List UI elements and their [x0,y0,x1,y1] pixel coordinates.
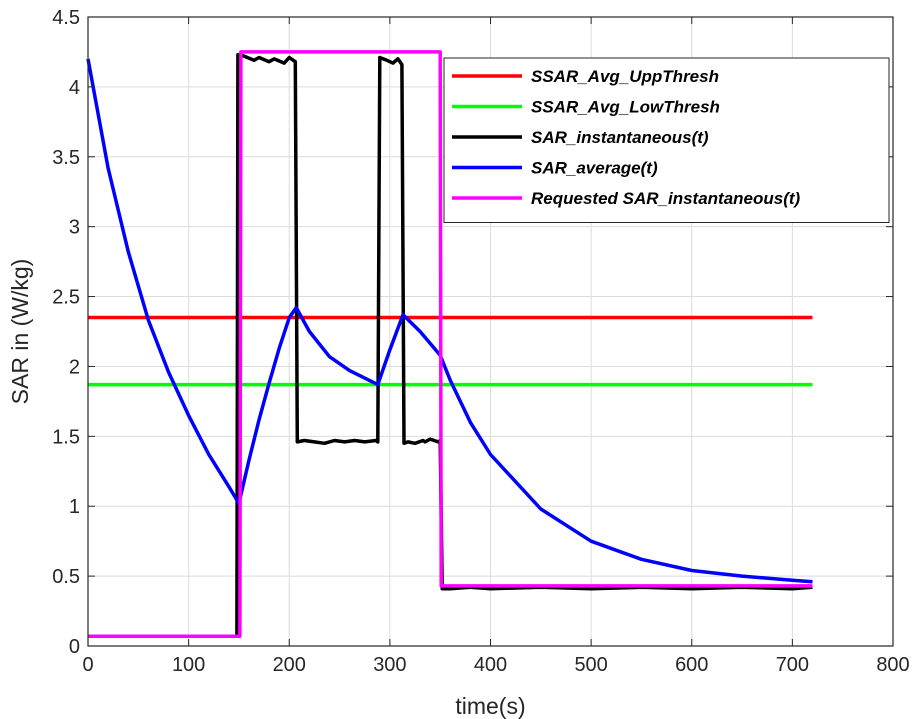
y-tick-label: 1.5 [52,426,80,448]
legend-label-sar-instantaneous-t: SAR_instantaneous(t) [531,128,709,147]
legend-label-requested-sar-instantaneous-t: Requested SAR_instantaneous(t) [531,189,801,208]
series-line-requested-sar-instantaneous-t [88,50,813,638]
legend-label-ssar-avg-lowthresh: SSAR_Avg_LowThresh [531,98,720,117]
x-tick-label: 100 [172,654,205,676]
x-tick-label: 400 [474,654,507,676]
series-lines [86,50,813,638]
y-tick-label: 3.5 [52,147,80,169]
x-tick-label: 300 [373,654,406,676]
y-tick-label: 1 [69,496,80,518]
legend-label-ssar-avg-uppthresh: SSAR_Avg_UppThresh [531,67,719,86]
x-tick-label: 200 [273,654,306,676]
y-tick-label: 4.5 [52,7,80,29]
x-tick-label: 800 [876,654,909,676]
x-tick-label: 600 [675,654,708,676]
legend-box [443,57,890,223]
y-tick-label: 0 [69,636,80,658]
y-tick-label: 0.5 [52,566,80,588]
series-line-sar-instantaneous-t [88,52,813,638]
x-axis-label: time(s) [455,693,525,719]
y-axis-label: SAR in (W/kg) [7,259,33,405]
y-tick-label: 2 [69,356,80,378]
series-line-sar-average-t [86,58,813,584]
legend: SSAR_Avg_UppThresh SSAR_Avg_LowThresh SAR_… [443,57,890,223]
tick-labels: 0 100 200 300 400 500 600 700 800 0 0.5 1 1.5 2 2.5 3 3.… [52,7,910,676]
x-tick-label: 700 [776,654,809,676]
y-tick-label: 4 [69,77,80,99]
legend-label-sar-average-t: SAR_average(t) [531,159,658,178]
x-tick-label: 500 [574,654,607,676]
y-tick-label: 3 [69,217,80,239]
y-tick-label: 2.5 [52,287,80,309]
x-tick-label: 0 [82,654,93,676]
